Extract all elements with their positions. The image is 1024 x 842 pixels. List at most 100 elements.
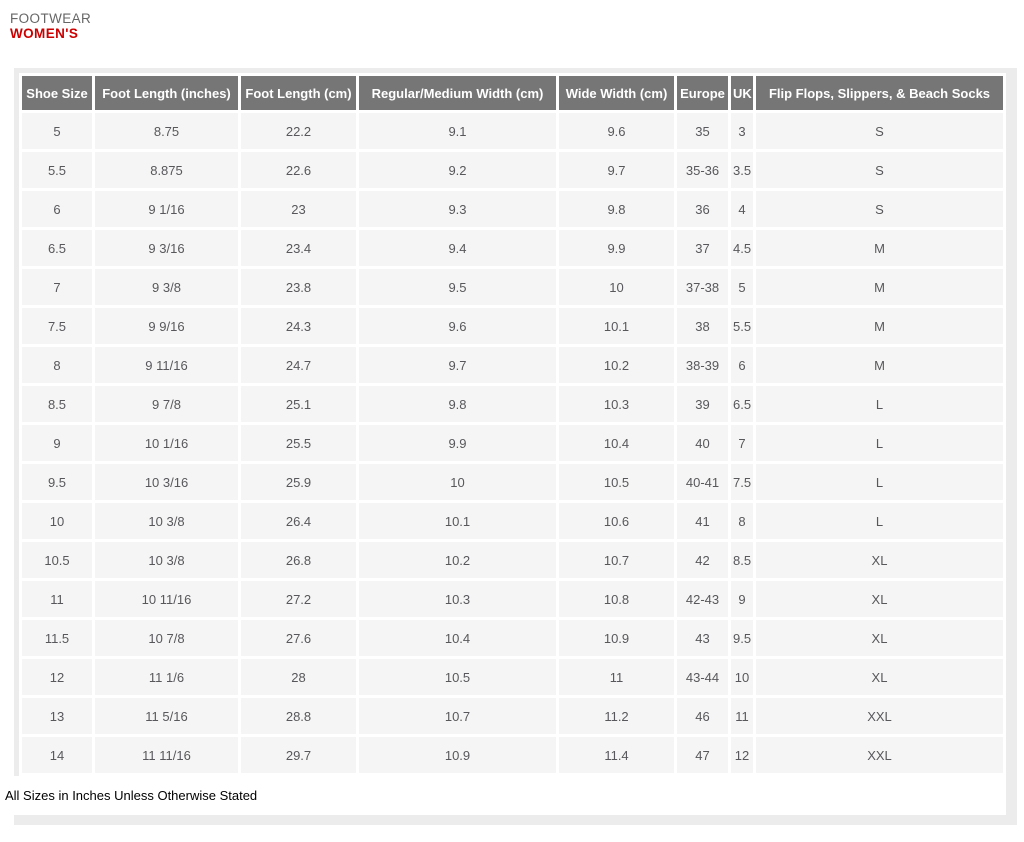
table-cell: 11 <box>731 698 753 734</box>
table-row: 7.5 9 9/16 24.3 9.6 10.1 38 5.5 M <box>22 308 1003 344</box>
table-cell: 10.5 <box>22 542 92 578</box>
table-cell: 10.1 <box>559 308 674 344</box>
column-header-5: Europe <box>677 76 728 110</box>
table-cell: 10.8 <box>559 581 674 617</box>
table-cell: 6 <box>731 347 753 383</box>
table-cell: 8.5 <box>731 542 753 578</box>
table-cell: 25.9 <box>241 464 356 500</box>
table-cell: 10.1 <box>359 503 556 539</box>
table-cell: 10.2 <box>359 542 556 578</box>
table-cell: 5.5 <box>731 308 753 344</box>
table-cell: 12 <box>731 737 753 773</box>
table-cell: 9 3/16 <box>95 230 238 266</box>
table-cell: 42-43 <box>677 581 728 617</box>
table-cell: XXL <box>756 737 1003 773</box>
table-cell: 11.2 <box>559 698 674 734</box>
table-cell: 9.6 <box>359 308 556 344</box>
table-cell: 10.6 <box>559 503 674 539</box>
table-cell: 9.6 <box>559 113 674 149</box>
table-cell: 24.3 <box>241 308 356 344</box>
table-cell: 10 3/8 <box>95 542 238 578</box>
table-cell: L <box>756 386 1003 422</box>
table-cell: 27.2 <box>241 581 356 617</box>
table-cell: 10.3 <box>559 386 674 422</box>
table-cell: 23.4 <box>241 230 356 266</box>
column-header-1: Foot Length (inches) <box>95 76 238 110</box>
table-cell: S <box>756 152 1003 188</box>
table-row: 6.5 9 3/16 23.4 9.4 9.9 37 4.5 M <box>22 230 1003 266</box>
column-header-6: UK <box>731 76 753 110</box>
table-cell: 8.875 <box>95 152 238 188</box>
table-cell: 40 <box>677 425 728 461</box>
table-cell: 26.4 <box>241 503 356 539</box>
table-cell: 37-38 <box>677 269 728 305</box>
table-cell: 5 <box>22 113 92 149</box>
table-cell: 36 <box>677 191 728 227</box>
table-cell: L <box>756 503 1003 539</box>
table-cell: 37 <box>677 230 728 266</box>
size-chart-table-wrap: Shoe Size Foot Length (inches) Foot Length… <box>19 73 1006 776</box>
table-cell: 10 <box>359 464 556 500</box>
table-cell: 11.5 <box>22 620 92 656</box>
table-cell: 42 <box>677 542 728 578</box>
table-cell: 9.9 <box>559 230 674 266</box>
table-cell: 9.8 <box>359 386 556 422</box>
table-cell: 8 <box>731 503 753 539</box>
table-cell: 10.2 <box>559 347 674 383</box>
table-cell: 4.5 <box>731 230 753 266</box>
table-cell: 23.8 <box>241 269 356 305</box>
table-cell: 9.5 <box>731 620 753 656</box>
table-cell: 28 <box>241 659 356 695</box>
table-cell: 5.5 <box>22 152 92 188</box>
table-cell: 24.7 <box>241 347 356 383</box>
table-cell: 10 3/8 <box>95 503 238 539</box>
table-cell: 9 1/16 <box>95 191 238 227</box>
table-cell: 9 11/16 <box>95 347 238 383</box>
table-cell: 3.5 <box>731 152 753 188</box>
table-cell: 6 <box>22 191 92 227</box>
size-chart-panel: Shoe Size Foot Length (inches) Foot Length… <box>2 68 1017 825</box>
table-cell: 40-41 <box>677 464 728 500</box>
table-row: 14 11 11/16 29.7 10.9 11.4 47 12 XXL <box>22 737 1003 773</box>
table-cell: 5 <box>731 269 753 305</box>
table-cell: 27.6 <box>241 620 356 656</box>
column-header-0: Shoe Size <box>22 76 92 110</box>
table-cell: 6.5 <box>731 386 753 422</box>
table-row: 11 10 11/16 27.2 10.3 10.8 42-43 9 XL <box>22 581 1003 617</box>
table-cell: 9.3 <box>359 191 556 227</box>
table-header-row: Shoe Size Foot Length (inches) Foot Length… <box>22 76 1003 110</box>
table-row: 5 8.75 22.2 9.1 9.6 35 3 S <box>22 113 1003 149</box>
table-cell: 8.5 <box>22 386 92 422</box>
table-cell: 9 <box>22 425 92 461</box>
column-header-2: Foot Length (cm) <box>241 76 356 110</box>
table-cell: 9.7 <box>559 152 674 188</box>
footer-band: All Sizes in Inches Unless Otherwise Sta… <box>2 776 1006 815</box>
table-cell: 10.7 <box>559 542 674 578</box>
table-cell: 10 3/16 <box>95 464 238 500</box>
table-cell: 11 <box>559 659 674 695</box>
table-cell: 10.9 <box>359 737 556 773</box>
table-cell: 7 <box>731 425 753 461</box>
table-cell: 4 <box>731 191 753 227</box>
table-cell: 9.7 <box>359 347 556 383</box>
table-cell: XL <box>756 659 1003 695</box>
table-cell: 14 <box>22 737 92 773</box>
table-cell: 39 <box>677 386 728 422</box>
table-cell: XXL <box>756 698 1003 734</box>
table-cell: 9.5 <box>22 464 92 500</box>
table-row: 5.5 8.875 22.6 9.2 9.7 35-36 3.5 S <box>22 152 1003 188</box>
footer-note: All Sizes in Inches Unless Otherwise Sta… <box>5 788 258 803</box>
table-cell: 9.5 <box>359 269 556 305</box>
table-cell: 22.6 <box>241 152 356 188</box>
table-cell: 11 11/16 <box>95 737 238 773</box>
table-cell: 10 7/8 <box>95 620 238 656</box>
category-label: FOOTWEAR <box>10 11 92 26</box>
table-cell: 8 <box>22 347 92 383</box>
table-cell: M <box>756 347 1003 383</box>
table-cell: 26.8 <box>241 542 356 578</box>
table-row: 10.5 10 3/8 26.8 10.2 10.7 42 8.5 XL <box>22 542 1003 578</box>
table-cell: 23 <box>241 191 356 227</box>
table-cell: 9.8 <box>559 191 674 227</box>
